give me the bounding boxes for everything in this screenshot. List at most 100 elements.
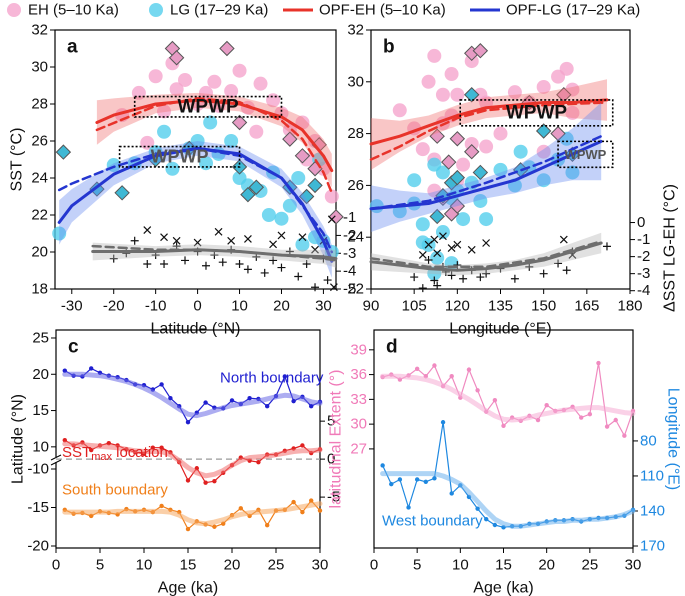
raw-point (317, 508, 323, 513)
raw-point (150, 445, 155, 450)
panel-label: c (68, 337, 79, 358)
data-point (476, 273, 485, 282)
data-point (467, 245, 476, 254)
data-point (157, 104, 172, 119)
raw-point (203, 400, 208, 405)
x-axis-label: Longitude (°E) (449, 321, 551, 338)
data-point (565, 165, 580, 180)
data-point (169, 82, 184, 97)
y2-axis-label: Longitude (°E) (665, 388, 682, 490)
data-point (392, 103, 407, 118)
y2-tick-label: -3 (343, 245, 356, 262)
raw-point (622, 433, 627, 438)
raw-point (62, 368, 67, 373)
y-tick-label: 27 (350, 440, 367, 457)
dashed-line (91, 244, 338, 262)
data-point (210, 251, 219, 260)
data-point (559, 61, 574, 76)
raw-point (449, 374, 454, 379)
legend-swatch (7, 3, 21, 17)
data-point (459, 274, 468, 283)
y2-tick-label: -5 (343, 281, 356, 298)
y-tick-label: 26 (31, 133, 48, 150)
y2-tick-label: 110 (640, 467, 664, 484)
x-tick-label: 150 (531, 298, 556, 315)
data-point (525, 262, 534, 271)
dashed-line (369, 134, 603, 210)
y-tick-label: 36 (350, 366, 367, 383)
raw-point (423, 479, 428, 484)
data-point (160, 233, 168, 242)
raw-point (380, 463, 385, 468)
data-point (294, 272, 303, 281)
region-label: WPWP (151, 147, 209, 167)
region-box (459, 99, 614, 127)
panel-label: b (383, 37, 395, 58)
x-tick-label: 120 (445, 298, 470, 315)
data-point (507, 85, 522, 100)
raw-point (62, 437, 67, 443)
raw-point (159, 382, 164, 387)
data-point (435, 225, 450, 240)
data-point (274, 211, 289, 226)
data-point (282, 198, 297, 213)
raw-point (203, 480, 208, 485)
x-tick-label: 30 (312, 557, 329, 574)
data-point (430, 250, 445, 265)
data-point (429, 208, 445, 225)
y-tick-label: 20 (32, 366, 49, 383)
data-point (449, 169, 466, 186)
data-point (562, 266, 571, 275)
data-point (214, 227, 223, 236)
data-point (172, 236, 181, 245)
data-point (323, 276, 332, 285)
fit-line (57, 146, 334, 263)
data-point (201, 261, 210, 270)
y-tick-label: 39 (350, 341, 367, 358)
data-point (168, 50, 185, 66)
x-tick-label: 10 (452, 557, 469, 574)
y-tick-label: 30 (350, 416, 367, 433)
data-point (493, 126, 508, 141)
x-tick-label: 5 (96, 557, 104, 574)
raw-point (247, 396, 252, 401)
data-point (415, 235, 430, 250)
data-point (407, 173, 422, 188)
data-point (418, 284, 427, 293)
raw-line (64, 500, 321, 530)
raw-point (309, 404, 314, 409)
raw-point (432, 363, 437, 368)
data-point (453, 240, 462, 249)
region-label: WPWP (564, 147, 606, 162)
data-point (298, 233, 307, 242)
y2-tick-label: 80 (640, 432, 657, 449)
x-tick-label: 20 (224, 557, 241, 574)
confidence-band (59, 141, 332, 278)
smooth-line (62, 501, 323, 527)
x-tick-label: 5 (413, 557, 421, 574)
x-tick-label: 25 (268, 557, 285, 574)
x-axis-label: Age (ka) (473, 580, 533, 596)
data-point (329, 283, 338, 292)
raw-point (604, 424, 610, 429)
annotation: South boundary (62, 482, 168, 499)
y2-tick-label: 0 (637, 214, 645, 231)
data-point (193, 238, 202, 247)
x-tick-label: 30 (625, 557, 642, 574)
data-point (453, 261, 462, 270)
data-point (190, 134, 205, 148)
data-point (464, 136, 479, 151)
data-point (427, 157, 442, 172)
raw-point (212, 478, 217, 484)
region-box (133, 95, 283, 118)
raw-point (406, 505, 411, 510)
annotation: North boundary (220, 370, 324, 387)
data-point (277, 231, 286, 240)
raw-point (185, 526, 191, 532)
y-tick-label: -10 (27, 461, 49, 478)
y-tick-label: 22 (347, 281, 364, 298)
data-point (203, 115, 218, 130)
data-point (479, 212, 494, 227)
raw-point (587, 412, 593, 417)
